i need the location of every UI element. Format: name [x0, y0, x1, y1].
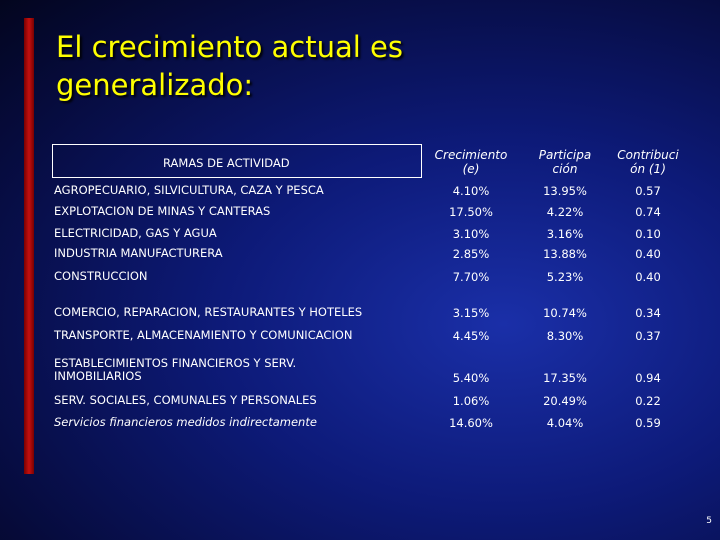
row-name: Servicios financieros medidos indirectam… [54, 415, 317, 429]
row-participacion: 8.30% [546, 329, 584, 343]
row-contribucion: 0.57 [635, 184, 661, 198]
row-crecimiento: 4.45% [452, 329, 490, 343]
row-crecimiento: 14.60% [449, 416, 493, 430]
row-participacion: 3.16% [546, 227, 584, 241]
row-crecimiento: 7.70% [452, 270, 490, 284]
row-crecimiento: 4.10% [452, 184, 490, 198]
table-row: SERV. SOCIALES, COMUNALES Y PERSONALES 1… [52, 386, 686, 409]
row-name: CONSTRUCCION [54, 269, 148, 283]
table-row: EXPLOTACION DE MINAS Y CANTERAS 17.50% 4… [52, 203, 686, 225]
header-contribucion-line2: ón (1) [630, 162, 666, 176]
row-contribucion: 0.59 [635, 416, 661, 430]
table-row: COMERCIO, REPARACION, RESTAURANTES Y HOT… [52, 304, 686, 327]
table-row: CONSTRUCCION 7.70% 5.23% 0.40 [52, 268, 686, 304]
row-crecimiento: 1.06% [452, 394, 490, 408]
table-row: TRANSPORTE, ALMACENAMIENTO Y COMUNICACIO… [52, 327, 686, 349]
row-participacion: 10.74% [543, 306, 587, 320]
header-label-box: RAMAS DE ACTIVIDAD [52, 144, 422, 178]
header-participacion: Participa ción [524, 148, 606, 176]
row-name: INDUSTRIA MANUFACTURERA [54, 246, 223, 260]
page-number: 5 [706, 516, 712, 526]
row-contribucion: 0.34 [635, 306, 661, 320]
row-participacion: 13.88% [543, 247, 587, 261]
row-contribucion: 0.94 [635, 371, 661, 385]
row-contribucion: 0.40 [635, 270, 661, 284]
row-participacion: 20.49% [543, 394, 587, 408]
table-row: AGROPECUARIO, SILVICULTURA, CAZA Y PESCA… [52, 182, 686, 203]
row-participacion: 4.04% [546, 416, 584, 430]
row-contribucion: 0.37 [635, 329, 661, 343]
row-crecimiento: 2.85% [452, 247, 490, 261]
row-participacion: 13.95% [543, 184, 587, 198]
row-name: ESTABLECIMIENTOS FINANCIEROS Y SERV. INM… [54, 356, 297, 383]
row-contribucion: 0.22 [635, 394, 661, 408]
header-label: RAMAS DE ACTIVIDAD [163, 156, 290, 170]
title-line-1: El crecimiento actual es [56, 30, 403, 64]
row-crecimiento: 3.10% [452, 227, 490, 241]
row-contribucion: 0.10 [635, 227, 661, 241]
row-crecimiento: 17.50% [449, 205, 493, 219]
row-contribucion: 0.40 [635, 247, 661, 261]
row-name: EXPLOTACION DE MINAS Y CANTERAS [54, 204, 271, 218]
row-name: TRANSPORTE, ALMACENAMIENTO Y COMUNICACIO… [54, 328, 353, 342]
row-name: COMERCIO, REPARACION, RESTAURANTES Y HOT… [54, 305, 363, 319]
row-name: SERV. SOCIALES, COMUNALES Y PERSONALES [54, 393, 317, 407]
header-participacion-line2: ción [552, 162, 578, 176]
row-crecimiento: 3.15% [452, 306, 490, 320]
row-crecimiento: 5.40% [452, 371, 490, 385]
header-crecimiento: Crecimiento (e) [430, 148, 512, 176]
table-row: Servicios financieros medidos indirectam… [52, 408, 686, 431]
table-header: RAMAS DE ACTIVIDAD Crecimiento (e) Parti… [52, 144, 686, 182]
table-row: ELECTRICIDAD, GAS Y AGUA 3.10% 3.16% 0.1… [52, 225, 686, 247]
title-line-2: generalizado: [56, 68, 254, 102]
header-participacion-line1: Participa [538, 148, 592, 162]
table-row: ESTABLECIMIENTOS FINANCIEROS Y SERV. INM… [52, 349, 686, 386]
header-contribucion-line1: Contribuci [617, 148, 679, 162]
row-participacion: 5.23% [546, 270, 584, 284]
table-row: INDUSTRIA MANUFACTURERA 2.85% 13.88% 0.4… [52, 247, 686, 268]
row-participacion: 4.22% [546, 205, 584, 219]
header-crecimiento-line2: (e) [462, 162, 480, 176]
row-name: AGROPECUARIO, SILVICULTURA, CAZA Y PESCA [54, 183, 324, 197]
header-crecimiento-line1: Crecimiento [434, 148, 508, 162]
row-contribucion: 0.74 [635, 205, 661, 219]
accent-bar [24, 18, 34, 474]
row-name: ELECTRICIDAD, GAS Y AGUA [54, 226, 217, 240]
slide-title: El crecimiento actual es generalizado: [56, 28, 656, 104]
activity-table: RAMAS DE ACTIVIDAD Crecimiento (e) Parti… [52, 144, 686, 430]
row-participacion: 17.35% [543, 371, 587, 385]
header-contribucion: Contribuci ón (1) [608, 148, 688, 176]
